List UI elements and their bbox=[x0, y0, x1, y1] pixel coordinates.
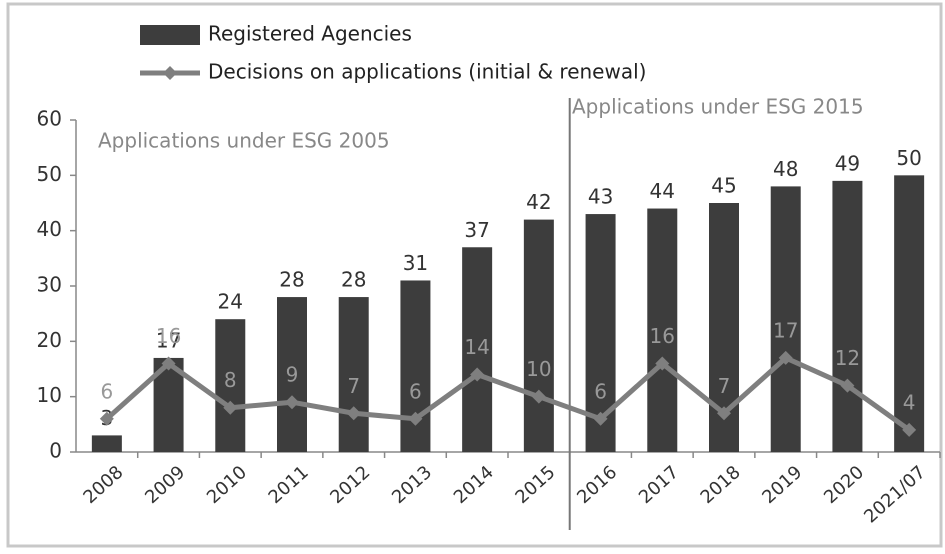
line-marker bbox=[778, 350, 793, 365]
bar bbox=[647, 208, 678, 452]
x-tick-label: 2014 bbox=[450, 462, 498, 508]
bar-value-label: 48 bbox=[773, 157, 798, 181]
line-value-label: 12 bbox=[835, 346, 860, 370]
bar bbox=[338, 297, 369, 452]
bar-value-label: 43 bbox=[588, 185, 613, 209]
bar bbox=[462, 247, 493, 452]
bar-value-label: 42 bbox=[526, 190, 551, 214]
x-tick-label: 2009 bbox=[141, 462, 189, 508]
x-tick-label: 2013 bbox=[388, 462, 436, 508]
line-marker bbox=[161, 356, 176, 371]
bar-value-label: 50 bbox=[896, 146, 921, 170]
line-marker bbox=[470, 367, 485, 382]
line-marker bbox=[840, 378, 855, 393]
line-marker bbox=[655, 356, 670, 371]
y-tick-label: 20 bbox=[37, 328, 62, 352]
line-value-label: 8 bbox=[224, 368, 237, 392]
bar-value-label: 44 bbox=[650, 179, 675, 203]
bar-value-label: 45 bbox=[711, 174, 736, 198]
y-tick-label: 30 bbox=[37, 273, 62, 297]
line-marker bbox=[593, 411, 608, 426]
bar bbox=[215, 319, 246, 452]
line-value-label: 10 bbox=[526, 357, 551, 381]
line-value-label: 14 bbox=[464, 335, 489, 359]
annotation: Applications under ESG 2015 bbox=[572, 95, 864, 119]
bar-value-label: 24 bbox=[218, 290, 243, 314]
line-value-label: 7 bbox=[347, 374, 360, 398]
bar-value-label: 28 bbox=[279, 268, 304, 292]
line-marker bbox=[408, 411, 423, 426]
y-tick-label: 10 bbox=[37, 383, 62, 407]
x-tick-label: 2008 bbox=[79, 462, 127, 508]
x-tick-label: 2018 bbox=[697, 462, 745, 508]
x-tick-label: 2015 bbox=[511, 462, 559, 508]
line-value-label: 16 bbox=[650, 324, 675, 348]
line-value-label: 7 bbox=[718, 374, 731, 398]
line-marker bbox=[99, 411, 114, 426]
bar bbox=[832, 180, 863, 452]
line bbox=[105, 355, 911, 432]
line-value-label: 4 bbox=[903, 390, 916, 414]
bar-value-label: 31 bbox=[403, 251, 428, 275]
line-value-label: 6 bbox=[409, 379, 422, 403]
frame bbox=[6, 2, 943, 548]
legend-label: Registered Agencies bbox=[208, 22, 412, 46]
line-marker bbox=[223, 400, 238, 415]
line-marker bbox=[902, 422, 917, 437]
legend-swatch bbox=[140, 25, 200, 45]
x-tick-label: 2019 bbox=[758, 462, 806, 508]
x-tick-label: 2021/07 bbox=[860, 462, 930, 528]
line-value-label: 17 bbox=[773, 318, 798, 342]
x-tick-label: 2020 bbox=[820, 462, 868, 508]
bar bbox=[91, 435, 122, 452]
line-marker bbox=[346, 406, 361, 421]
y-tick-label: 0 bbox=[49, 439, 62, 463]
bar-value-label: 28 bbox=[341, 268, 366, 292]
x-tick-label: 2010 bbox=[203, 462, 251, 508]
line-marker bbox=[531, 389, 546, 404]
bar-value-label: 17 bbox=[156, 328, 181, 352]
legend-label: Decisions on applications (initial & ren… bbox=[208, 60, 646, 84]
line-marker bbox=[285, 395, 299, 410]
y-tick-label: 40 bbox=[37, 217, 62, 241]
bar-value-label: 49 bbox=[835, 151, 860, 175]
bar bbox=[400, 280, 431, 452]
x-tick-label: 2011 bbox=[265, 462, 313, 508]
line-value-label: 6 bbox=[594, 379, 607, 403]
bar bbox=[894, 175, 925, 453]
bar bbox=[523, 219, 554, 452]
x-tick-label: 2017 bbox=[635, 462, 683, 508]
line-value-label: 6 bbox=[100, 379, 113, 403]
bar bbox=[770, 186, 801, 452]
y-tick-label: 60 bbox=[37, 107, 62, 131]
line-value-label: 16 bbox=[156, 324, 181, 348]
x-tick-label: 2012 bbox=[326, 462, 374, 508]
y-tick-label: 50 bbox=[37, 162, 62, 186]
bar-value-label: 37 bbox=[464, 218, 489, 242]
x-tick-label: 2016 bbox=[573, 462, 621, 508]
line-value-label: 9 bbox=[286, 363, 299, 387]
legend-marker bbox=[163, 66, 177, 80]
line-marker bbox=[717, 406, 731, 421]
bar bbox=[277, 297, 307, 452]
annotation: Applications under ESG 2005 bbox=[98, 129, 390, 153]
